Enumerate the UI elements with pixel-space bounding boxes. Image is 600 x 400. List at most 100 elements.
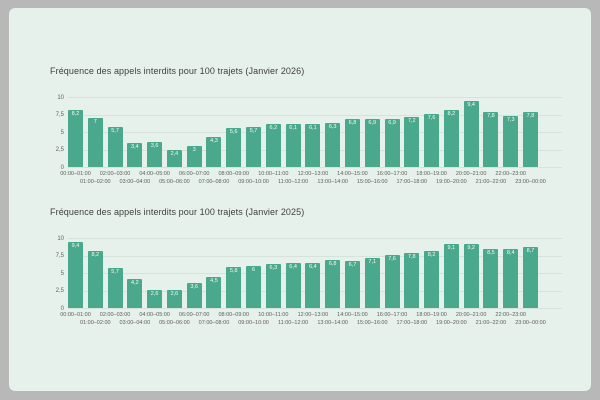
x-axis-tick-label: 23:00–00:00 xyxy=(515,179,546,185)
bar-value-label: 4,3 xyxy=(210,137,218,144)
bar-value-label: 2,6 xyxy=(170,290,179,297)
bar-value-label: 8,2 xyxy=(427,251,436,258)
x-axis-tick-label: 00:00–01:00 xyxy=(60,171,91,177)
x-axis-tick-label: 17:00–18:00 xyxy=(396,320,428,326)
bar: 9,1 xyxy=(443,244,459,308)
bar: 6,9 xyxy=(364,118,380,167)
bar: 8,5 xyxy=(483,248,499,308)
bar: 6,2 xyxy=(265,123,281,167)
bar-value-label: 2,6 xyxy=(150,290,159,297)
bar-value-label: 8,2 xyxy=(91,251,100,258)
bar-value-label: 6,8 xyxy=(348,120,357,127)
x-axis-tick-label: 22:00–23:00 xyxy=(495,312,526,318)
x-axis-tick-label: 15:00–16:00 xyxy=(356,179,388,185)
bar-value-label: 6,4 xyxy=(309,264,317,271)
bar-value-label: 5,6 xyxy=(229,128,238,135)
x-axis-tick-label: 02:00–03:00 xyxy=(99,171,131,177)
bar: 5,7 xyxy=(107,127,123,167)
bar-value-label: 5,8 xyxy=(229,268,238,275)
bar: 6,1 xyxy=(285,124,301,167)
bar-value-label: 5,7 xyxy=(111,269,119,276)
x-axis-tick-label: 23:00–00:00 xyxy=(515,320,546,326)
x-axis-tick-label: 19:00–20:00 xyxy=(436,179,467,185)
bar-value-label: 8,5 xyxy=(487,249,495,256)
x-axis-tick-label: 10:00–11:00 xyxy=(258,312,289,318)
x-axis-tick-label: 20:00–21:00 xyxy=(455,171,487,177)
bar: 4,2 xyxy=(127,278,143,308)
bar: 6,1 xyxy=(305,124,321,167)
bar: 6,7 xyxy=(344,261,360,308)
x-axis-tick-label: 12:00–13:00 xyxy=(297,171,329,177)
bar-value-label: 9,1 xyxy=(447,245,456,252)
x-axis-tick-label: 10:00–11:00 xyxy=(258,171,289,177)
bar-value-label: 6,2 xyxy=(269,124,278,131)
x-axis-tick-label: 04:00–05:00 xyxy=(139,312,170,318)
bar-value-label: 7,3 xyxy=(506,116,515,123)
bar: 7,2 xyxy=(404,116,420,167)
bar: 8,2 xyxy=(443,109,459,167)
bar: 3,6 xyxy=(186,282,202,308)
x-axis-tick-label: 05:00–06:00 xyxy=(159,320,190,326)
x-axis-tick-label: 01:00–02:00 xyxy=(79,179,111,185)
bar-value-label: 6,4 xyxy=(289,264,297,271)
bar-value-label: 7,8 xyxy=(487,113,495,120)
x-axis-tick-label: 03:00–04:00 xyxy=(119,179,151,185)
bar: 3 xyxy=(186,146,202,167)
bar: 4,5 xyxy=(206,276,222,308)
y-axis-tick-label: 2,5 xyxy=(55,288,64,294)
bar-value-label: 7,6 xyxy=(388,255,396,262)
x-axis-tick-label: 09:00–10:00 xyxy=(238,179,269,185)
x-axis-labels: 00:00–01:00 01:00–02:00 02:00–03:00 03:00–0… xyxy=(60,312,562,332)
bar-value-label: 7 xyxy=(93,119,97,125)
bar-value-label: 3,6 xyxy=(150,142,159,149)
bar-value-label: 3,4 xyxy=(131,144,139,151)
content-panel xyxy=(9,8,591,391)
x-axis-tick-label: 04:00–05:00 xyxy=(139,171,170,177)
x-axis-tick-label: 08:00–09:00 xyxy=(218,312,250,318)
bar: 7,8 xyxy=(404,253,420,308)
x-axis-tick-label: 11:00–12:00 xyxy=(278,179,309,185)
bar: 5,6 xyxy=(226,127,242,167)
bar: 6,3 xyxy=(325,122,341,167)
x-axis-tick-label: 00:00–01:00 xyxy=(60,312,91,318)
bar-value-label: 9,4 xyxy=(467,102,475,109)
x-axis-tick-label: 14:00–15:00 xyxy=(337,171,368,177)
bar-value-label: 8,2 xyxy=(447,110,456,117)
x-axis-labels: 00:00–01:00 01:00–02:00 02:00–03:00 03:00–0… xyxy=(60,171,562,191)
bar: 8,4 xyxy=(503,249,519,308)
x-axis-tick-label: 01:00–02:00 xyxy=(79,320,111,326)
bar: 9,2 xyxy=(463,243,479,308)
bar: 8,2 xyxy=(87,250,103,308)
x-axis-tick-label: 18:00–19:00 xyxy=(416,171,447,177)
bar-value-label: 9,2 xyxy=(467,244,475,251)
bar-value-label: 6,9 xyxy=(368,119,377,126)
bar-value-label: 6,3 xyxy=(328,123,337,130)
y-axis-tick-label: 5 xyxy=(60,129,64,136)
bar-value-label: 3 xyxy=(192,147,196,153)
x-axis-tick-label: 02:00–03:00 xyxy=(99,312,131,318)
x-axis-tick-label: 12:00–13:00 xyxy=(297,312,329,318)
bar-chart-janvier-2026: Fréquence des appels interdits pour 100 … xyxy=(0,66,600,201)
bar: 5,8 xyxy=(226,267,242,308)
bar-value-label: 8,7 xyxy=(526,248,535,255)
y-axis-tick-label: 10 xyxy=(57,235,64,242)
bar: 9,4 xyxy=(68,242,83,308)
y-axis-tick-label: 0 xyxy=(60,305,64,312)
gridline xyxy=(68,238,562,239)
bar-value-label: 6,1 xyxy=(289,125,297,132)
bar-value-label: 6,1 xyxy=(309,125,317,132)
x-axis-tick-label: 07:00–08:00 xyxy=(198,179,230,185)
bar-value-label: 7,1 xyxy=(368,259,377,266)
x-axis-tick-label: 08:00–09:00 xyxy=(218,171,250,177)
gridline xyxy=(68,167,562,168)
bar-value-label: 6,3 xyxy=(269,264,278,271)
bar-value-label: 6,8 xyxy=(328,261,337,268)
bar: 2,4 xyxy=(166,150,182,167)
x-axis-tick-label: 11:00–12:00 xyxy=(278,320,309,326)
bar: 7,8 xyxy=(483,112,499,167)
y-axis-tick-label: 7,5 xyxy=(55,112,64,118)
bar: 6,4 xyxy=(285,263,301,308)
bar-value-label: 6,9 xyxy=(388,119,396,126)
bar-value-label: 6 xyxy=(252,267,256,273)
